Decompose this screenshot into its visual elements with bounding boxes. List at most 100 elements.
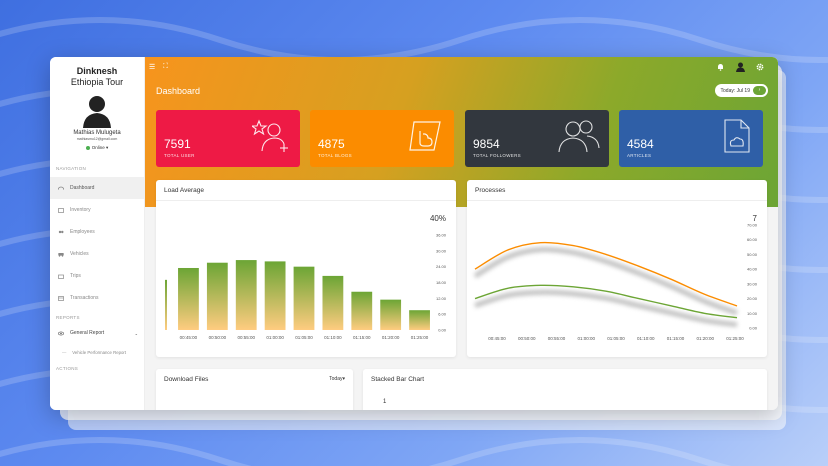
stat-card-total-followers[interactable]: 9854 TOTAL FOLLOWERS bbox=[465, 110, 609, 167]
nav-section-label: NAVIGATION bbox=[56, 166, 87, 171]
panel-title: Load Average bbox=[164, 187, 204, 194]
x-tick-label: 01:20:00 bbox=[696, 336, 714, 341]
app-window: Dinknesh Ethiopia Tour Mathias Mulugeta … bbox=[50, 57, 778, 410]
x-tick-label: 00:45:00 bbox=[180, 335, 198, 340]
brand-subtitle: Ethiopia Tour bbox=[70, 77, 124, 87]
sidebar-item-vehicles[interactable]: Vehicles bbox=[50, 243, 144, 265]
sidebar-item-label: Dashboard bbox=[70, 185, 95, 191]
panel-title: Processes bbox=[475, 187, 506, 194]
divider bbox=[467, 200, 767, 201]
bar bbox=[235, 260, 257, 330]
caret-down-icon: ▾ bbox=[342, 376, 345, 382]
y-tick-label: 18.00 bbox=[436, 280, 447, 285]
y-tick-label: 6.00 bbox=[438, 312, 447, 317]
stacked-peek-value: 1 bbox=[383, 399, 387, 405]
filter-label: Today bbox=[329, 376, 343, 382]
sidebar-item-inventory[interactable]: Inventory bbox=[50, 199, 144, 221]
bar-edge bbox=[165, 279, 167, 330]
top-bar: ☰ ⛶ bbox=[145, 57, 778, 77]
x-tick-label: 01:10:00 bbox=[324, 335, 342, 340]
bar bbox=[264, 261, 286, 330]
inventory-icon bbox=[58, 207, 64, 213]
y-tick-label: 12.00 bbox=[436, 296, 447, 301]
brand-name: Dinknesh bbox=[76, 66, 118, 76]
stat-card-articles[interactable]: 4584 ARTICLES bbox=[619, 110, 763, 167]
x-tick-label: 01:00:00 bbox=[266, 335, 284, 340]
sidebar-item-transactions[interactable]: Transactions bbox=[50, 287, 144, 309]
sidebar-subitem-vehicle-performance[interactable]: — Vehicle Performance Report bbox=[50, 344, 144, 360]
eye-icon bbox=[58, 331, 64, 335]
date-button[interactable]: › bbox=[753, 86, 766, 95]
y-tick-label: 50.00 bbox=[747, 252, 758, 257]
stat-value: 9854 bbox=[473, 137, 500, 151]
stat-card-total-user[interactable]: 7591 TOTAL USER bbox=[156, 110, 300, 167]
fullscreen-icon[interactable]: ⛶ bbox=[163, 63, 168, 70]
y-tick-label: 70.00 bbox=[747, 223, 758, 228]
sidebar-item-label: Vehicles bbox=[70, 251, 89, 257]
x-tick-label: 01:00:00 bbox=[577, 336, 595, 341]
profile-icon[interactable] bbox=[736, 62, 745, 74]
series-line bbox=[474, 284, 738, 319]
dashboard-icon bbox=[58, 186, 64, 190]
bar bbox=[409, 310, 430, 330]
processes-chart: 70.0060.0050.0040.0030.0020.0010.000.00 … bbox=[473, 223, 758, 341]
bell-icon[interactable] bbox=[717, 63, 724, 73]
date-picker[interactable]: Today: Jul 19 › bbox=[714, 84, 768, 97]
bar bbox=[351, 291, 373, 330]
menu-toggle-icon[interactable]: ☰ bbox=[149, 64, 156, 71]
chevron-down-icon: ⌄ bbox=[134, 330, 138, 336]
user-email: mathiasmu12@gmail.com bbox=[76, 137, 118, 141]
x-tick-label: 01:15:00 bbox=[353, 335, 371, 340]
document-cloud-icon bbox=[724, 119, 750, 153]
stat-value: 4875 bbox=[318, 137, 345, 151]
sidebar-item-general-report[interactable]: General Report ⌄ bbox=[50, 322, 144, 344]
stat-value: 4584 bbox=[627, 137, 654, 151]
sidebar-item-dashboard[interactable]: Dashboard bbox=[50, 177, 144, 199]
sidebar-item-label: General Report bbox=[70, 330, 105, 336]
panel-title: Stacked Bar Chart bbox=[371, 376, 425, 383]
sidebar-item-trips[interactable]: Trips bbox=[50, 265, 144, 287]
main-content: ☰ ⛶ Dashboard Today: Jul 19 › 7591 TOTAL… bbox=[145, 57, 778, 410]
brand: Dinknesh Ethiopia Tour bbox=[50, 66, 144, 88]
y-tick-label: 20.00 bbox=[747, 296, 758, 301]
today-filter-dropdown[interactable]: Today▾ bbox=[329, 376, 345, 382]
gear-icon[interactable] bbox=[756, 63, 764, 73]
x-tick-label: 00:50:00 bbox=[518, 336, 536, 341]
actions-section-label: ACTIONS bbox=[56, 366, 79, 371]
date-label: Today: Jul 19 bbox=[720, 87, 750, 94]
avatar[interactable] bbox=[82, 94, 112, 128]
processes-current-value: 7 bbox=[752, 214, 757, 223]
user-status-label: Online bbox=[91, 145, 105, 150]
vehicles-icon bbox=[58, 252, 64, 257]
bar bbox=[322, 275, 344, 330]
sidebar-item-employees[interactable]: Employees bbox=[50, 221, 144, 243]
sidebar-item-label: Inventory bbox=[70, 207, 91, 213]
trips-icon bbox=[58, 274, 64, 279]
y-tick-label: 36.00 bbox=[436, 233, 447, 238]
y-tick-label: 40.00 bbox=[747, 267, 758, 272]
y-tick-label: 30.00 bbox=[747, 281, 758, 286]
download-files-panel: Download Files Today▾ bbox=[156, 369, 353, 410]
x-tick-label: 00:55:00 bbox=[548, 336, 566, 341]
user-name: Mathias Mulugeta bbox=[73, 130, 121, 136]
y-tick-label: 30.00 bbox=[436, 248, 447, 253]
online-dot-icon bbox=[85, 145, 90, 150]
x-tick-label: 01:15:00 bbox=[667, 336, 685, 341]
series-line bbox=[474, 241, 738, 307]
x-tick-label: 01:05:00 bbox=[607, 336, 625, 341]
followers-icon bbox=[558, 120, 600, 153]
user-status[interactable]: Online ▾ bbox=[50, 145, 144, 151]
stat-card-total-blogs[interactable]: 4875 TOTAL BLOGS bbox=[310, 110, 454, 167]
x-tick-label: 00:55:00 bbox=[237, 335, 255, 340]
stat-label: TOTAL USER bbox=[164, 153, 195, 158]
stat-label: TOTAL FOLLOWERS bbox=[473, 153, 521, 158]
y-tick-label: 0.00 bbox=[438, 328, 447, 333]
bar bbox=[380, 299, 402, 330]
x-tick-label: 00:45:00 bbox=[488, 336, 506, 341]
page-title: Dashboard bbox=[156, 86, 201, 96]
sidebar-item-label: Trips bbox=[70, 273, 81, 279]
y-tick-label: 24.00 bbox=[436, 264, 447, 269]
stat-label: ARTICLES bbox=[627, 153, 652, 158]
y-tick-label: 10.00 bbox=[747, 311, 758, 316]
series-shadow bbox=[474, 289, 738, 328]
